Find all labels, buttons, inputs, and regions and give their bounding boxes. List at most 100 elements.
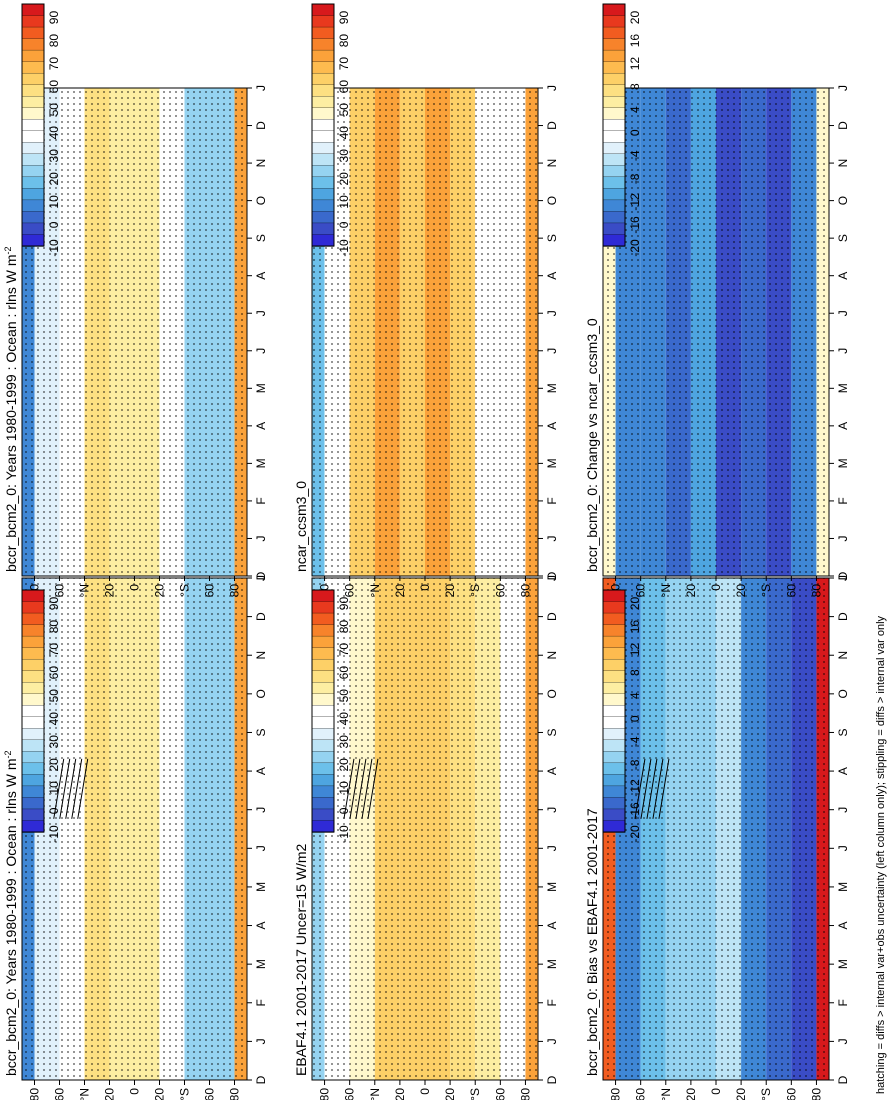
- month-tick-label: J: [254, 310, 268, 316]
- month-tick-label: S: [545, 234, 559, 242]
- colorbar-swatch: [311, 107, 335, 120]
- colorbar-label: 40: [337, 712, 351, 726]
- colorbar-swatch: [311, 72, 335, 86]
- colorbar-swatch: [602, 119, 626, 132]
- colorbar-swatch: [311, 96, 335, 109]
- colorbar-label: 80: [337, 34, 351, 48]
- colorbar-label: 20: [337, 758, 351, 772]
- lat-tick-label: 20: [443, 1088, 457, 1100]
- colorbar-swatch: [602, 107, 626, 120]
- month-tick-label: A: [254, 422, 268, 430]
- colorbar-swatch: [602, 589, 626, 603]
- colorbar-label: 30: [47, 735, 61, 749]
- colorbar-difference: 20 16 12 8 4 0 -4 -8 -12 -16 -20: [602, 3, 642, 257]
- colorbar-label: 90: [337, 597, 351, 611]
- panel-title: bccr_bcm2_0: Change vs ncar_ccsm3_0: [584, 318, 600, 572]
- colorbar-swatch: [602, 142, 626, 155]
- colorbar-swatch: [602, 808, 626, 822]
- colorbar-swatch: [602, 785, 626, 799]
- colorbar-label: -8: [628, 173, 642, 184]
- colorbar-swatch: [21, 142, 45, 155]
- colorbar-swatch: [21, 188, 45, 201]
- colorbar-label: 0: [47, 221, 61, 228]
- colorbar-label: 60: [337, 80, 351, 94]
- panel-title: bccr_bcm2_0: Years 1980-1999 : Ocean : r…: [3, 246, 19, 572]
- lat-tick-label: 20: [153, 1088, 167, 1100]
- colorbar-label: -8: [628, 759, 642, 770]
- colorbar-label: -12: [628, 193, 642, 211]
- month-tick-label: O: [254, 689, 268, 698]
- lat-tick-label: 60: [343, 1088, 357, 1100]
- colorbar-swatch: [602, 211, 626, 224]
- colorbar-label: 0: [47, 807, 61, 814]
- colorbar-label: 12: [628, 643, 642, 657]
- lat-tick-label: 60: [493, 1088, 507, 1100]
- lat-tick-label: 0: [418, 1088, 432, 1095]
- colorbar-label: 10: [47, 195, 61, 209]
- lat-tick-label: 20: [734, 584, 748, 598]
- month-tick-label: J: [836, 575, 850, 581]
- colorbar-label: 50: [47, 689, 61, 703]
- colorbar-swatch: [21, 693, 45, 706]
- colorbar-label: 80: [47, 34, 61, 48]
- colorbar-label: 60: [47, 80, 61, 94]
- colorbar-frame: [311, 3, 335, 247]
- month-tick-label: M: [545, 959, 559, 969]
- hatch-line: [65, 758, 77, 819]
- hatch-line: [652, 758, 664, 819]
- month-tick-label: D: [836, 121, 850, 130]
- colorbar-label: -10: [337, 239, 351, 257]
- colorbar-swatch: [21, 601, 45, 614]
- month-tick-label: S: [836, 234, 850, 242]
- colorbar-swatch: [21, 15, 45, 28]
- colorbar-swatch: [21, 589, 45, 603]
- month-tick-label: J: [545, 85, 559, 91]
- colorbar-swatch: [311, 142, 335, 155]
- hatch-line: [71, 758, 83, 819]
- lat-tick-label: °N: [659, 1088, 673, 1100]
- lat-tick-label: 20: [734, 1088, 748, 1100]
- colorbar-label: 10: [337, 195, 351, 209]
- colorbar-label: 16: [628, 34, 642, 48]
- lat-tick-label: °S: [759, 1088, 773, 1100]
- colorbar-label: 50: [337, 689, 351, 703]
- hatch-line: [77, 758, 89, 819]
- month-tick-label: N: [545, 651, 559, 660]
- colorbar-swatch: [21, 808, 45, 822]
- lat-tick-label: 80: [609, 1088, 623, 1100]
- panel-right-bottom: 8060°N20020°S6080DJFMAMJJASONDJbccr_bcm2…: [584, 85, 850, 597]
- colorbar-swatch: [311, 222, 335, 236]
- colorbar-swatch: [21, 26, 45, 40]
- colorbar-label: 0: [337, 221, 351, 228]
- lat-tick-label: 80: [809, 584, 823, 598]
- colorbar-label: 70: [337, 57, 351, 71]
- colorbar-label: 60: [47, 666, 61, 680]
- colorbar-swatch: [21, 72, 45, 86]
- colorbar-swatch: [311, 234, 335, 247]
- colorbar-label: 90: [47, 11, 61, 25]
- colorbar-label: 0: [628, 129, 642, 136]
- colorbar-swatch: [311, 658, 335, 672]
- colorbar-swatch: [602, 234, 626, 247]
- month-tick-label: D: [545, 1075, 559, 1084]
- panel-title: bccr_bcm2_0: Years 1980-1999 : Ocean : r…: [3, 750, 19, 1076]
- colorbar-swatch: [21, 119, 45, 132]
- colorbar-label: 10: [47, 781, 61, 795]
- colorbar-swatch: [602, 26, 626, 40]
- colorbar-swatch: [311, 153, 335, 166]
- colorbar-label: 90: [47, 597, 61, 611]
- lat-tick-label: 80: [518, 584, 532, 598]
- colorbar-swatch: [602, 176, 626, 190]
- month-tick-label: S: [545, 728, 559, 736]
- colorbar-swatch: [602, 658, 626, 672]
- lat-tick-label: 80: [518, 1088, 532, 1100]
- lat-tick-label: 20: [443, 584, 457, 598]
- hatch-line: [355, 758, 367, 819]
- colorbar-swatch: [21, 165, 45, 178]
- colorbar-label: -10: [47, 239, 61, 257]
- month-tick-label: A: [254, 767, 268, 775]
- colorbar-swatch: [311, 61, 335, 74]
- lat-tick-label: °S: [759, 584, 773, 597]
- colorbar-swatch: [602, 601, 626, 614]
- colorbar-swatch: [21, 3, 45, 17]
